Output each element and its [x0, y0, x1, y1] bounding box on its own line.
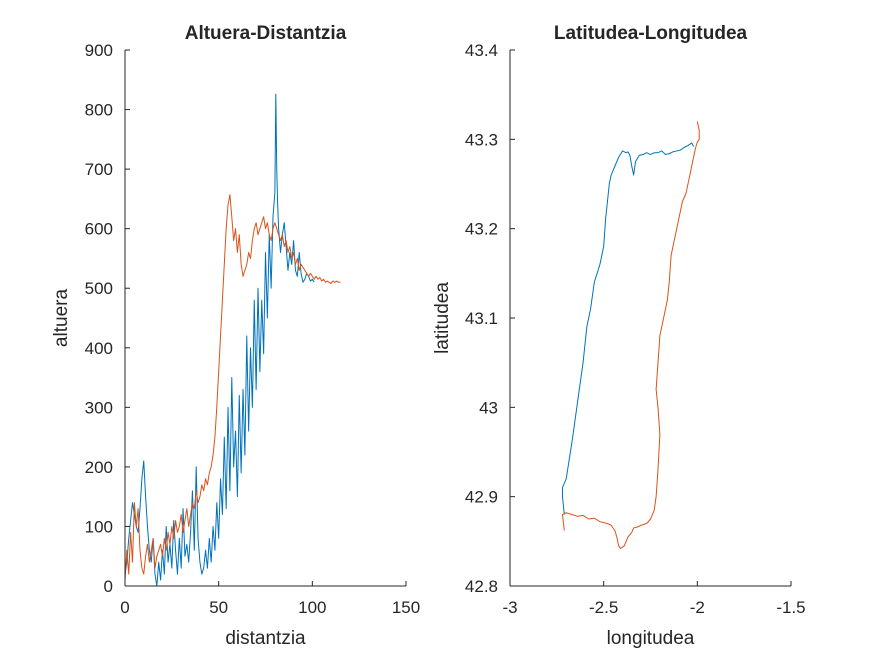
series-line-2 [561, 121, 700, 549]
x-tick-label: 0 [120, 598, 129, 617]
y-tick-label: 43.4 [465, 41, 498, 60]
y-tick-label: 500 [85, 279, 113, 298]
x-axis-label: longitudea [607, 628, 695, 649]
x-axis-label: distantzia [225, 628, 306, 649]
y-tick-label: 200 [85, 458, 113, 477]
y-tick-label: 400 [85, 339, 113, 358]
y-tick-label: 900 [85, 41, 113, 60]
x-tick-label: -2 [690, 598, 705, 617]
y-tick-label: 700 [85, 160, 113, 179]
y-tick-label: 800 [85, 101, 113, 120]
x-tick-label: -3 [502, 598, 517, 617]
x-tick-label: 100 [298, 598, 326, 617]
y-tick-label: 43.3 [465, 130, 498, 149]
axes-latitudea-longitudea: -3 -2.5 -2 -1.5 42.8 42.9 43 43.1 43.2 43.3 43.4 La… [432, 23, 806, 649]
x-tick-label: -1.5 [776, 598, 805, 617]
chart-title: Altuera-Distantzia [185, 23, 347, 44]
y-tick-label: 100 [85, 517, 113, 536]
y-tick-label: 43.1 [465, 309, 498, 328]
y-tick-label: 600 [85, 220, 113, 239]
series-line-1 [561, 142, 695, 515]
x-tick-label: 150 [392, 598, 420, 617]
axes-altuera-distantzia: 0 50 100 150 0 100 200 300 400 500 600 700 800 900 Alt… [51, 23, 420, 649]
series-line-2 [124, 194, 341, 581]
x-tick-label: -2.5 [589, 598, 618, 617]
y-tick-label: 0 [104, 577, 113, 596]
y-tick-label: 43 [479, 398, 498, 417]
x-tick-label: 50 [209, 598, 228, 617]
y-tick-label: 300 [85, 398, 113, 417]
y-tick-label: 42.9 [465, 488, 498, 507]
y-axis-label: altuera [51, 289, 72, 348]
series-line-1 [124, 93, 315, 587]
chart-title: Latitudea-Longitudea [554, 23, 748, 44]
y-tick-label: 42.8 [465, 577, 498, 596]
y-tick-label: 43.2 [465, 220, 498, 239]
y-axis-label: latitudea [432, 282, 453, 354]
